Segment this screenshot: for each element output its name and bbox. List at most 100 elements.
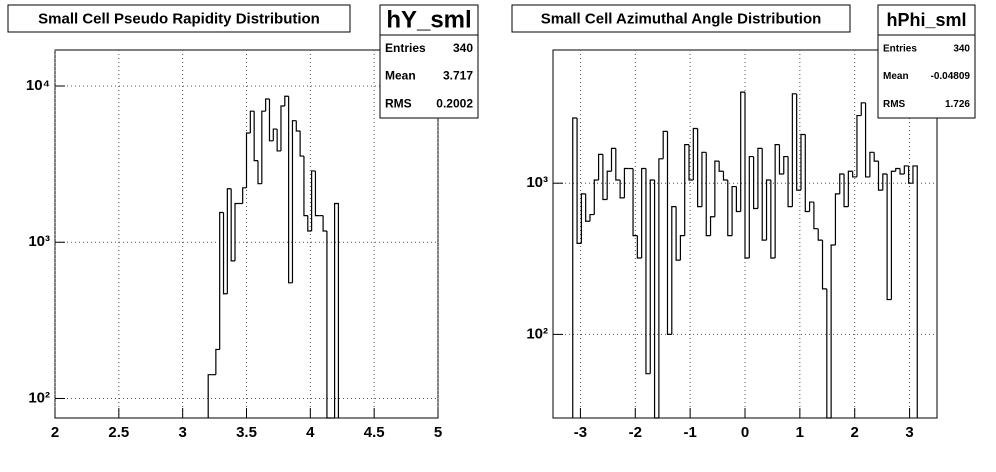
histogram-bin [580, 193, 586, 244]
y-tick-label: 10² [526, 325, 548, 342]
histogram-bin [908, 165, 913, 184]
stats-value: 3.717 [443, 69, 473, 83]
histogram-bin [877, 161, 883, 191]
histogram-bin [899, 168, 905, 175]
stats-label: Entries [883, 43, 917, 54]
histogram-bin [602, 154, 608, 201]
histogram-bin [722, 171, 728, 181]
histogram-bin [610, 147, 616, 172]
histogram-bin [886, 174, 892, 301]
title-box [511, 4, 851, 33]
histogram-bin [284, 95, 289, 106]
stats-value: 340 [953, 43, 970, 54]
histogram-bin [222, 212, 228, 295]
x-tick-label: 2 [851, 424, 859, 441]
histogram-bin [847, 170, 853, 207]
histogram-bin [800, 133, 806, 191]
stats-title: hY_sml [386, 6, 471, 33]
chart-title: Small Cell Pseudo Rapidity Distribution [38, 10, 320, 27]
x-tick-label: 3 [178, 424, 186, 441]
chart-title: Small Cell Azimuthal Angle Distribution [541, 10, 822, 27]
histogram-bin [207, 374, 213, 418]
histogram-bin [649, 179, 655, 374]
histogram-bin [705, 152, 711, 237]
histogram-bin [735, 186, 741, 213]
x-tick-label: -1 [683, 424, 696, 441]
histogram-bin [727, 179, 733, 237]
histogram-bin [671, 206, 677, 335]
stats-box [379, 4, 479, 119]
histogram-bin [791, 93, 797, 207]
histogram-bin [826, 288, 832, 419]
histogram-bin [615, 148, 621, 181]
x-tick-label: 2 [51, 424, 59, 441]
histogram-bin [311, 170, 316, 232]
histogram-bin [770, 179, 776, 259]
histogram-bin [864, 102, 870, 178]
histogram-bin [714, 160, 720, 217]
histogram-bin [817, 228, 823, 241]
stats-label: Mean [883, 71, 909, 82]
histogram-bin [307, 215, 312, 232]
histogram-bin [662, 130, 668, 159]
x-tick-label: -2 [629, 424, 642, 441]
histogram-bin [895, 167, 901, 172]
histogram-bin [882, 173, 888, 191]
stats-value: -0.04809 [931, 71, 971, 82]
histogram-bin [242, 187, 247, 204]
stats-label: Entries [385, 41, 426, 55]
histogram-bin [653, 179, 659, 419]
x-tick-label: 1 [796, 424, 804, 441]
histogram-bin [856, 114, 862, 177]
histogram-bin [903, 165, 909, 175]
histogram-bin [219, 211, 224, 350]
histogram-bin [645, 168, 651, 375]
histogram-bin [322, 215, 327, 232]
histogram-bin [623, 167, 629, 198]
stats-value: 1.726 [945, 99, 970, 110]
histogram-bin [748, 155, 754, 259]
y-tick-label: 10³ [526, 174, 548, 191]
histogram-bin [326, 231, 331, 419]
histogram-bin [280, 105, 285, 151]
histogram-bin [821, 240, 827, 290]
histogram-bin [268, 98, 274, 142]
histogram-bin [839, 173, 845, 194]
histogram-bin [288, 96, 293, 284]
histogram-bin [692, 127, 698, 180]
stats-label: RMS [385, 96, 412, 110]
histogram-bin [585, 193, 590, 222]
y-tick-label: 10⁴ [26, 77, 50, 94]
histogram-bin [658, 158, 664, 418]
histogram-bin [765, 179, 771, 241]
x-tick-label: 4.5 [364, 424, 385, 441]
histogram-bin [718, 161, 724, 172]
histogram-bin [688, 144, 694, 181]
histogram-bin [679, 235, 685, 261]
histogram-bin [636, 235, 642, 259]
histogram-bin [757, 147, 763, 209]
histogram-bin [787, 156, 793, 208]
histogram-bin [890, 170, 896, 300]
histogram-bin [783, 155, 789, 175]
histogram-bin [245, 132, 251, 188]
histogram-bin [860, 102, 866, 116]
histogram-bin [265, 98, 270, 112]
histogram-bin [666, 131, 672, 336]
histogram-bin [257, 160, 262, 185]
histogram-bin [303, 156, 308, 217]
histogram-bin [597, 153, 603, 180]
histogram-bin [572, 117, 578, 418]
stats-title: hPhi_sml [886, 10, 966, 30]
histogram-bin [632, 168, 638, 237]
histogram-bin [230, 188, 236, 262]
histogram-bin [641, 167, 646, 259]
histogram-bin [295, 120, 301, 132]
stats-label: RMS [883, 99, 906, 110]
histogram-bin [593, 179, 599, 215]
histogram-bin [684, 143, 690, 236]
x-tick-label: 2.5 [108, 424, 129, 441]
x-tick-label: 4 [306, 424, 315, 441]
histogram-bin [740, 91, 745, 212]
histogram-bin [778, 144, 784, 175]
